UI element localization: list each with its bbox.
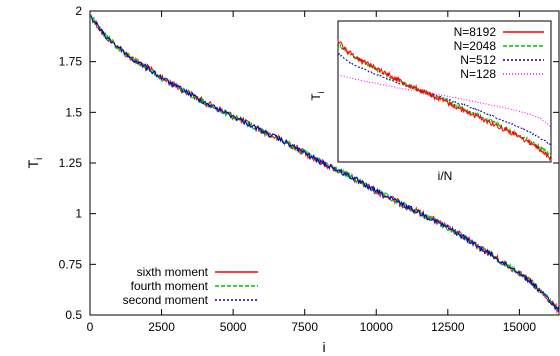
x-tick-label: 0 xyxy=(87,320,94,334)
y-axis-label-sub: i xyxy=(34,158,45,160)
x-tick-label: 12500 xyxy=(431,320,465,334)
inset-plot-frame xyxy=(337,20,552,163)
inset-legend-label: N=2048 xyxy=(454,39,497,53)
svg-text:Ti: Ti xyxy=(25,158,45,169)
x-tick-label: 5000 xyxy=(220,320,247,334)
inset-x-axis-label: i/N xyxy=(438,169,453,183)
x-tick-label: 2500 xyxy=(148,320,175,334)
legend-label: sixth moment xyxy=(137,265,209,279)
inset-series-line-2 xyxy=(337,53,552,147)
y-tick-label: 0.75 xyxy=(59,257,83,271)
y-tick-label: 0.5 xyxy=(65,308,82,322)
inset-legend-label: N=128 xyxy=(460,67,496,81)
y-tick-label: 1.5 xyxy=(65,105,82,119)
y-tick-label: 1 xyxy=(75,207,82,221)
y-axis-label: Ti xyxy=(25,158,45,169)
inset-series-line-3 xyxy=(337,74,552,128)
x-axis-label: i xyxy=(322,339,325,355)
y-tick-label: 1.25 xyxy=(59,156,83,170)
y-axis-label-main: T xyxy=(25,159,41,168)
inset-legend-label: N=8192 xyxy=(454,25,497,39)
svg-text:Ti: Ti xyxy=(309,91,326,100)
inset-y-axis-label: Ti xyxy=(309,91,326,100)
y-tick-label: 1.75 xyxy=(59,55,83,69)
main-series-group xyxy=(89,14,560,314)
inset-series-line-0 xyxy=(337,39,552,162)
x-tick-label: 7500 xyxy=(291,320,318,334)
x-tick-label: 15000 xyxy=(503,320,537,334)
y-tick-label: 2 xyxy=(75,4,82,18)
legend-label: second moment xyxy=(123,293,209,307)
inset-legend-label: N=512 xyxy=(460,53,496,67)
inset-y-axis-label-sub: i xyxy=(316,91,326,93)
inset-y-axis-label-main: T xyxy=(309,93,323,101)
series-line-2 xyxy=(89,15,560,313)
x-tick-label: 10000 xyxy=(360,320,394,334)
main-axis-ticks: 0.5 0.75 1 1.25 1.5 1.75 2 0 2500 5000 7500 10000 12… xyxy=(59,4,559,334)
inset-series-group xyxy=(337,39,552,162)
legend-label: fourth moment xyxy=(131,279,209,293)
